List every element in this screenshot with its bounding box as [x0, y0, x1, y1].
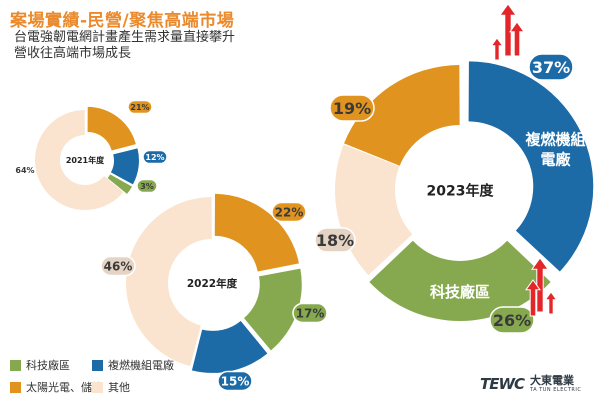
data-label: 3% — [140, 182, 154, 191]
donut-slice — [214, 193, 299, 272]
donut-slice — [87, 106, 136, 151]
data-label: 12% — [145, 153, 164, 162]
data-label: 15% — [221, 374, 250, 388]
slice-category-label: 複燃機組 — [524, 131, 585, 149]
data-label: 46% — [104, 259, 133, 273]
legend-swatch — [10, 359, 21, 371]
up-arrow-icon — [490, 37, 504, 61]
data-label-pill — [100, 255, 136, 277]
legend-swatch — [92, 359, 103, 371]
legend-label: 科技廠區 — [26, 359, 70, 372]
data-label-pill — [142, 149, 168, 165]
logo-name: 大東電業 — [530, 374, 575, 387]
donut-slice — [34, 110, 124, 210]
donut-slice — [125, 197, 212, 367]
data-label-pill — [217, 370, 253, 392]
legend-item-solar: 太陽光電、儲能 — [10, 379, 103, 395]
subtitle-line: 台電強韌電網計畫產生需求量直接攀升 — [14, 30, 236, 45]
donut-center-title: 2023年度 — [427, 182, 495, 199]
logo-name-en: TA TUN ELECTRIC — [530, 387, 582, 393]
up-arrow-icon — [544, 291, 558, 315]
company-logo: TEWC 大東電業 TA TUN ELECTRIC — [480, 372, 595, 396]
data-label: 18% — [316, 231, 354, 250]
subtitle-line: 營收往高端市場成長 — [14, 46, 132, 61]
page-title: 案場實績-民營/聚焦高端市場 — [10, 11, 235, 31]
data-label-pill — [528, 53, 574, 81]
legend-swatch — [92, 381, 103, 393]
legend-label: 其他 — [108, 381, 130, 394]
up-arrow-icon — [525, 279, 541, 317]
data-label-pill — [292, 302, 328, 324]
logo-mark: TEWC — [480, 375, 525, 393]
up-arrow-icon — [531, 257, 549, 313]
data-label-pill — [271, 201, 307, 223]
data-label: 21% — [130, 103, 149, 112]
data-label: 26% — [493, 311, 531, 330]
data-label: 37% — [532, 58, 570, 77]
slice-category-label: 科技廠區 — [430, 283, 490, 301]
data-label: 64% — [15, 166, 34, 175]
data-label-pill — [489, 306, 535, 334]
up-arrow-icon — [509, 21, 525, 57]
up-arrow-icon — [499, 3, 517, 57]
data-label-pill — [329, 94, 375, 122]
legend-item-other: 其他 — [92, 379, 130, 395]
donut-slice — [468, 61, 594, 272]
data-label: 19% — [333, 99, 371, 118]
donut-slice — [369, 240, 551, 321]
data-label-pill — [136, 178, 158, 194]
legend-swatch — [10, 381, 21, 393]
donut-center-title: 2022年度 — [187, 277, 238, 290]
legend-item-tech-park: 科技廠區 — [10, 357, 70, 373]
data-label: 22% — [275, 205, 304, 219]
slice-category-label: 電廠 — [540, 151, 571, 169]
donut-slice — [243, 268, 302, 351]
donut-slice — [344, 65, 460, 166]
donut-slice — [107, 174, 132, 194]
legend-item-cogeneration: 複燃機組電廠 — [92, 357, 174, 373]
data-label: 17% — [296, 306, 325, 320]
legend-label: 太陽光電、儲能 — [26, 381, 103, 394]
data-label-pill — [127, 99, 153, 115]
page-subtitle: 台電強韌電網計畫產生需求量直接攀升 營收往高端市場成長 — [14, 30, 274, 62]
donut-slice — [110, 148, 139, 185]
data-label-pill — [314, 227, 356, 253]
legend-label: 複燃機組電廠 — [108, 359, 174, 372]
donut-center-title: 2021年度 — [66, 155, 105, 165]
donut-slice — [191, 320, 268, 373]
